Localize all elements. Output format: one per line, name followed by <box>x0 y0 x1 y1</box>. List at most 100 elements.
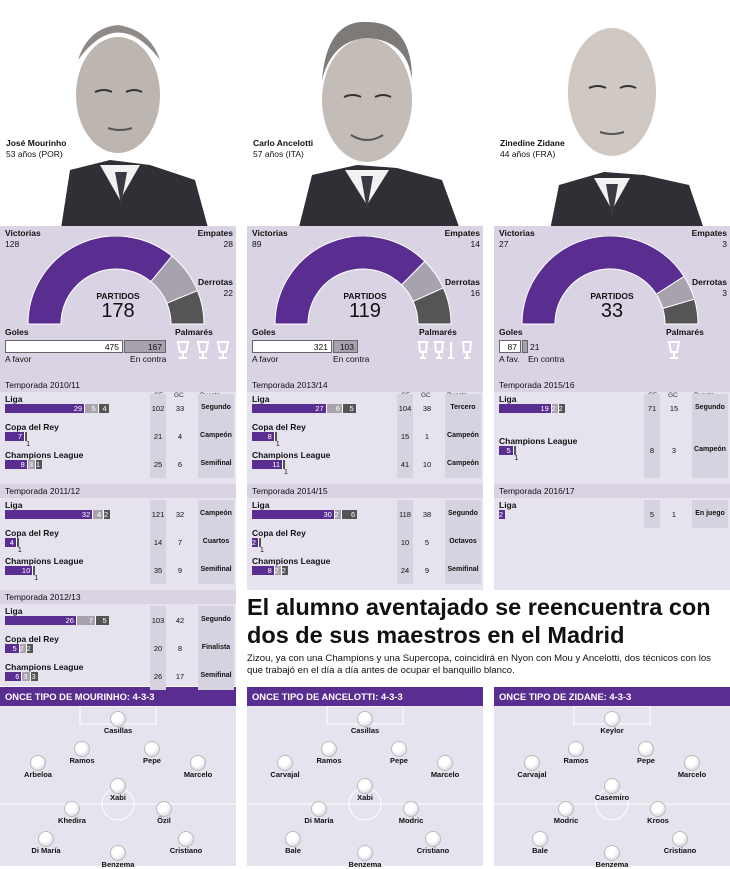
headline: El alumno aventajado se reencuentra con … <box>247 594 711 648</box>
bar-empates: 4 <box>92 510 104 519</box>
empates-label: Empates <box>444 228 480 238</box>
puesto-value: Semifinal <box>200 566 232 573</box>
player-name: Carvajal <box>517 770 547 779</box>
bar-value: 2 <box>334 510 339 519</box>
gf-column-shade <box>644 394 660 478</box>
bar-value: 26 <box>65 616 74 625</box>
bar-value: 5 <box>91 404 96 413</box>
competition-label: Liga <box>5 394 23 404</box>
season-header: Temporada 2015/16 <box>494 378 730 392</box>
competition-label: Copa del Rey <box>5 528 59 538</box>
puesto-value: En juego <box>695 510 725 517</box>
gf-column-shade <box>644 500 660 528</box>
bar-victorias: 30 <box>252 510 334 519</box>
bar-victorias: 27 <box>252 404 326 413</box>
bar-value: 2 <box>274 566 279 575</box>
bar-victorias: 5 <box>499 446 513 455</box>
competition-label: Champions League <box>252 450 331 460</box>
gf-value: 24 <box>400 566 410 575</box>
player-marker <box>684 755 700 771</box>
bar-derrotas: 3 <box>29 672 38 681</box>
gc-header: GC <box>668 392 678 399</box>
bar-derrotas: 5 <box>95 616 109 625</box>
donut-slice-victorias <box>274 236 426 325</box>
derrotas-callout: 1 <box>514 455 519 462</box>
puesto-value: Semifinal <box>447 566 479 573</box>
gc-value: 10 <box>422 460 432 469</box>
donut-slice-derrotas <box>662 298 699 325</box>
victorias-value: 128 <box>5 239 20 249</box>
player-name: Pepe <box>390 756 408 765</box>
bar-derrotas: 1 <box>35 460 42 469</box>
gf-value: 5 <box>649 510 655 519</box>
derrotas-callout: 1 <box>260 547 264 554</box>
goles-label: Goles <box>499 327 523 337</box>
player-name: Modric <box>398 816 424 825</box>
player-name: Marcelo <box>677 770 707 779</box>
player-marker <box>74 741 90 757</box>
bar-victorias: 29 <box>5 404 85 413</box>
goles-contra-value: 167 <box>147 342 162 352</box>
player-marker <box>604 778 620 794</box>
gc-value: 1 <box>424 432 430 441</box>
portrait-illustration-ancelotti <box>297 21 462 235</box>
player-marker <box>285 831 301 847</box>
bar-value: 27 <box>315 404 324 413</box>
puesto-value: Campeón <box>694 446 726 453</box>
player-marker <box>178 831 194 847</box>
player-name: Keylor <box>600 726 624 735</box>
player-marker <box>156 801 172 817</box>
player-marker <box>277 755 293 771</box>
goles-favor-bar: 321 <box>252 340 332 353</box>
competition-label: Champions League <box>5 450 84 460</box>
player-name: Kroos <box>647 816 669 825</box>
player-marker <box>650 801 666 817</box>
player-marker <box>110 845 126 861</box>
goles-label: Goles <box>5 327 29 337</box>
summary-panel: Victorias 89 Empates 14 Derrotas 16 PART… <box>247 226 483 378</box>
puesto-value: Segundo <box>201 616 231 623</box>
gf-value: 8 <box>649 446 655 455</box>
player-marker <box>604 711 620 727</box>
gf-value: 71 <box>647 404 657 413</box>
puesto-column-shade <box>692 394 728 478</box>
empates-label: Empates <box>197 228 233 238</box>
lineup-title: ONCE TIPO DE ANCELOTTI: 4-3-3 <box>247 687 483 706</box>
player-marker <box>311 801 327 817</box>
bar-value: 3 <box>28 460 33 469</box>
gc-value: 9 <box>424 566 430 575</box>
bar-victorias: 26 <box>5 616 76 625</box>
bar-derrotas: 6 <box>340 510 358 519</box>
competition-label: Liga <box>499 394 517 404</box>
gf-value: 104 <box>398 404 412 413</box>
bar-derrotas <box>512 446 516 455</box>
bar-value: 2 <box>558 404 563 413</box>
bar-victorias: 6 <box>5 672 22 681</box>
partidos-value: 33 <box>600 300 624 322</box>
bar-value: 32 <box>81 510 91 519</box>
player-marker <box>38 831 54 847</box>
victorias-label: Victorias <box>5 228 41 238</box>
empates-value: 14 <box>470 239 480 249</box>
gf-column-shade <box>150 394 166 478</box>
player-marker <box>391 741 407 757</box>
bar-victorias: 8 <box>252 432 274 441</box>
puesto-value: Semifinal <box>200 672 232 679</box>
partidos-value: 119 <box>349 300 381 322</box>
lineup-title: ONCE TIPO DE MOURINHO: 4-3-3 <box>0 687 236 706</box>
trophy-icons <box>176 341 230 359</box>
goles-contra-bar: 167 <box>124 340 166 353</box>
bar-victorias: 11 <box>252 460 282 469</box>
bar-victorias: 19 <box>499 404 551 413</box>
player-name: Bale <box>285 846 301 855</box>
player-name: Pepe <box>143 756 161 765</box>
derrotas-callout: 1 <box>34 575 39 582</box>
bar-value: 5 <box>349 404 354 413</box>
gc-value: 33 <box>175 404 185 413</box>
palmares-label: Palmarés <box>666 327 704 337</box>
goles-favor-value: 87 <box>507 342 517 352</box>
puesto-column-shade <box>198 606 234 690</box>
season-header: Temporada 2013/14 <box>247 378 483 392</box>
coach-age: 44 años (FRA) <box>500 149 556 159</box>
competition-label: Copa del Rey <box>252 528 306 538</box>
